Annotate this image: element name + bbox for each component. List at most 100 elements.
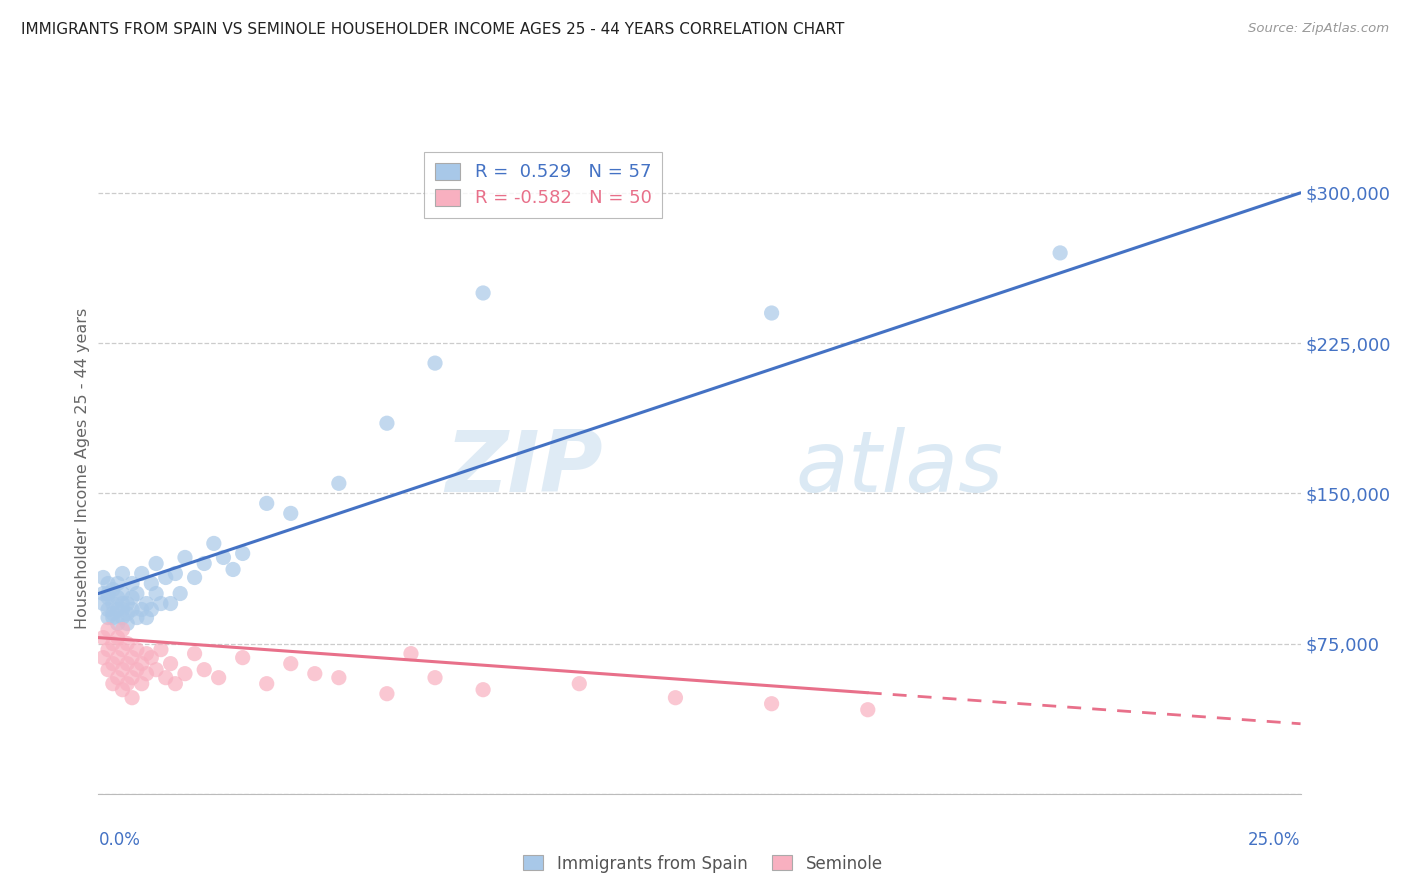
Point	[165, 676, 187, 690]
Text: 0.0%: 0.0%	[98, 831, 141, 849]
Point	[125, 610, 148, 624]
Point	[97, 576, 120, 591]
Point	[101, 657, 124, 671]
Point	[107, 650, 129, 665]
Point	[131, 676, 153, 690]
Point	[121, 690, 143, 705]
Point	[91, 631, 114, 645]
Point	[193, 663, 215, 677]
Text: Source: ZipAtlas.com: Source: ZipAtlas.com	[1249, 22, 1389, 36]
Point	[117, 637, 139, 651]
Point	[101, 637, 124, 651]
Point	[208, 671, 231, 685]
Point	[165, 566, 187, 581]
Point	[423, 356, 446, 370]
Point	[155, 671, 177, 685]
Point	[91, 597, 114, 611]
Point	[117, 597, 139, 611]
Point	[125, 663, 148, 677]
Point	[101, 676, 124, 690]
Point	[280, 507, 302, 521]
Point	[111, 623, 134, 637]
Y-axis label: Householder Income Ages 25 - 44 years: Householder Income Ages 25 - 44 years	[75, 308, 90, 629]
Point	[169, 586, 191, 600]
Point	[131, 657, 153, 671]
Point	[131, 566, 153, 581]
Point	[97, 663, 120, 677]
Point	[107, 616, 129, 631]
Point	[107, 576, 129, 591]
Point	[375, 416, 398, 430]
Point	[155, 570, 177, 584]
Point	[232, 546, 254, 560]
Point	[107, 671, 129, 685]
Point	[111, 602, 134, 616]
Point	[472, 285, 495, 300]
Point	[121, 602, 143, 616]
Point	[232, 650, 254, 665]
Point	[202, 536, 225, 550]
Point	[159, 657, 181, 671]
Point	[101, 597, 124, 611]
Point	[135, 666, 157, 681]
Point	[256, 496, 278, 510]
Text: ZIP: ZIP	[446, 426, 603, 510]
Point	[135, 647, 157, 661]
Point	[761, 697, 783, 711]
Point	[107, 591, 129, 605]
Legend: R =  0.529   N = 57, R = -0.582   N = 50: R = 0.529 N = 57, R = -0.582 N = 50	[425, 152, 662, 219]
Point	[117, 607, 139, 621]
Point	[97, 602, 120, 616]
Point	[101, 610, 124, 624]
Point	[121, 671, 143, 685]
Point	[111, 682, 134, 697]
Point	[97, 642, 120, 657]
Point	[121, 591, 143, 605]
Point	[1049, 246, 1071, 260]
Point	[141, 650, 163, 665]
Point	[193, 557, 215, 571]
Point	[117, 616, 139, 631]
Point	[117, 657, 139, 671]
Point	[97, 586, 120, 600]
Point	[568, 676, 591, 690]
Text: atlas: atlas	[796, 426, 1004, 510]
Point	[423, 671, 446, 685]
Point	[107, 602, 129, 616]
Point	[111, 597, 134, 611]
Point	[111, 566, 134, 581]
Point	[375, 687, 398, 701]
Point	[145, 586, 167, 600]
Point	[121, 576, 143, 591]
Point	[101, 582, 124, 597]
Point	[183, 647, 205, 661]
Point	[111, 663, 134, 677]
Point	[135, 610, 157, 624]
Point	[97, 610, 120, 624]
Point	[761, 306, 783, 320]
Point	[304, 666, 326, 681]
Point	[328, 476, 350, 491]
Point	[97, 623, 120, 637]
Point	[107, 631, 129, 645]
Point	[121, 650, 143, 665]
Point	[111, 642, 134, 657]
Point	[159, 597, 181, 611]
Point	[664, 690, 686, 705]
Point	[174, 550, 197, 565]
Point	[149, 642, 172, 657]
Point	[135, 597, 157, 611]
Text: IMMIGRANTS FROM SPAIN VS SEMINOLE HOUSEHOLDER INCOME AGES 25 - 44 YEARS CORRELAT: IMMIGRANTS FROM SPAIN VS SEMINOLE HOUSEH…	[21, 22, 845, 37]
Point	[111, 586, 134, 600]
Point	[222, 562, 245, 576]
Text: 25.0%: 25.0%	[1249, 831, 1301, 849]
Point	[117, 676, 139, 690]
Point	[856, 703, 879, 717]
Point	[141, 602, 163, 616]
Point	[256, 676, 278, 690]
Point	[472, 682, 495, 697]
Point	[183, 570, 205, 584]
Point	[212, 550, 235, 565]
Point	[280, 657, 302, 671]
Point	[111, 610, 134, 624]
